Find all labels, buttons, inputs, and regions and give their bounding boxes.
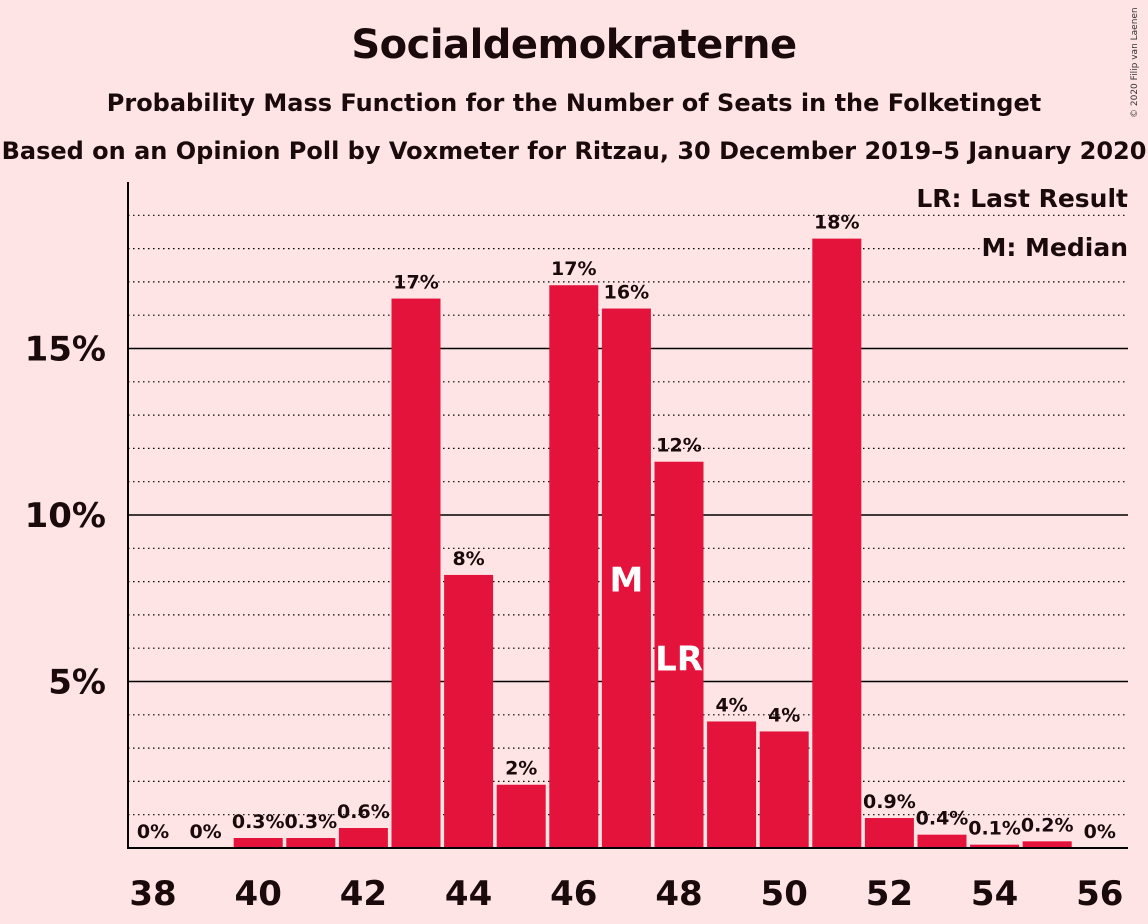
data-label: 8% (452, 548, 484, 570)
bar-seat-48 (654, 461, 704, 848)
data-label: 0.6% (337, 801, 390, 823)
data-label: 0% (1084, 821, 1116, 843)
y-tick-label: 5% (48, 663, 106, 703)
x-tick-label: 48 (655, 874, 702, 914)
data-label: 2% (505, 758, 537, 780)
bar-seat-52 (864, 818, 914, 848)
data-label: 0.4% (916, 808, 969, 830)
data-label: 0.2% (1021, 814, 1074, 836)
legend-last-result: LR: Last Result (916, 184, 1128, 213)
bar-seat-53 (917, 834, 967, 848)
x-tick-label: 44 (445, 874, 492, 914)
bar-seat-44 (444, 574, 494, 848)
bar-seat-40 (233, 838, 283, 848)
x-tick-label: 52 (866, 874, 913, 914)
bar-seat-55 (1022, 841, 1072, 848)
bar-seat-46 (549, 285, 599, 849)
x-tick-label: 54 (971, 874, 1018, 914)
bar-seat-43 (391, 298, 441, 848)
data-label: 17% (551, 258, 596, 280)
data-label: 0% (189, 821, 221, 843)
data-label: 0.3% (232, 811, 285, 833)
median-marker: M (609, 561, 643, 601)
data-label: 0% (137, 821, 169, 843)
data-label: 0.9% (863, 791, 916, 813)
chart-subtitle: Probability Mass Function for the Number… (106, 89, 1042, 117)
data-label: 12% (656, 435, 701, 457)
x-tick-label: 40 (235, 874, 282, 914)
last-result-marker: LR (655, 640, 703, 680)
y-tick-label: 15% (25, 330, 106, 370)
chart-subtitle-source: Based on an Opinion Poll by Voxmeter for… (1, 137, 1147, 165)
data-label: 4% (715, 694, 747, 716)
data-label: 16% (604, 282, 649, 304)
data-label: 0.3% (284, 811, 337, 833)
chart-title: Socialdemokraterne (351, 22, 797, 68)
bar-seat-51 (812, 238, 862, 849)
data-label: 18% (814, 212, 859, 234)
bar-seat-54 (970, 844, 1020, 848)
bar-seat-41 (286, 838, 336, 848)
data-label: 4% (768, 704, 800, 726)
x-tick-label: 56 (1076, 874, 1123, 914)
data-label: 0.1% (968, 818, 1021, 840)
x-tick-label: 42 (340, 874, 387, 914)
bar-seat-45 (496, 784, 546, 848)
legend-median: M: Median (981, 233, 1128, 262)
x-tick-label: 38 (129, 874, 176, 914)
x-tick-label: 50 (761, 874, 808, 914)
bar-seat-42 (338, 828, 388, 848)
bar-seat-47 (601, 308, 651, 848)
bar-seat-49 (707, 721, 757, 848)
x-tick-label: 46 (550, 874, 597, 914)
data-label: 17% (393, 272, 438, 294)
bar-seat-50 (759, 731, 809, 848)
y-tick-label: 10% (25, 496, 106, 536)
